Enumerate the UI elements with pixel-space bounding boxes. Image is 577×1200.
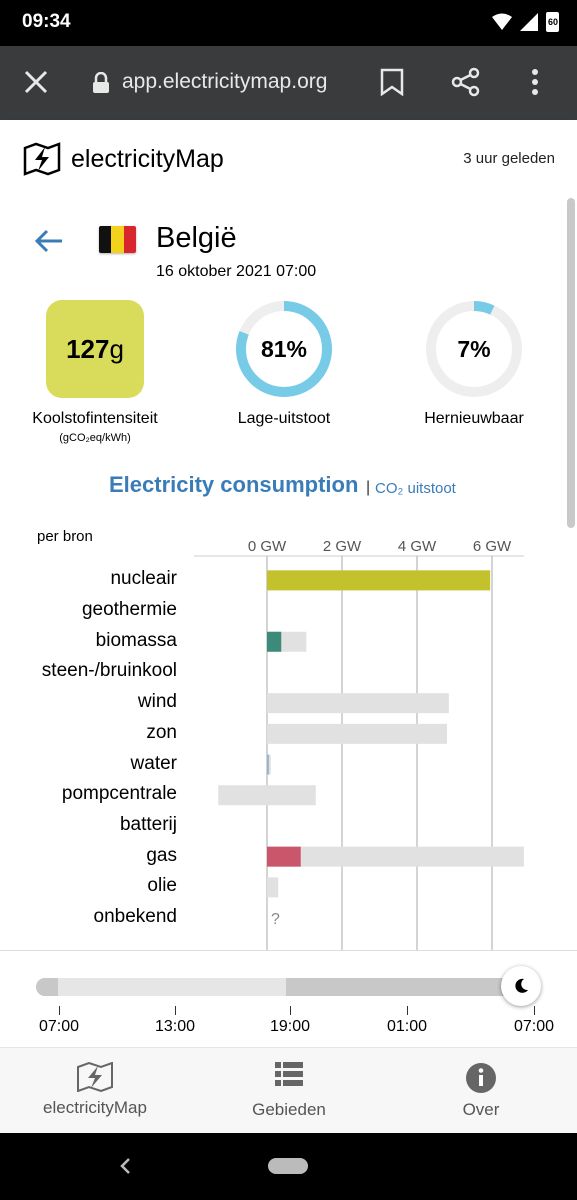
url-bar[interactable]: app.electricitymap.org	[122, 70, 328, 93]
nav-about[interactable]: Over	[386, 1048, 576, 1134]
source-label-11: onbekend	[93, 906, 177, 928]
production-bar[interactable]	[267, 846, 301, 867]
capacity-bar[interactable]	[218, 785, 316, 806]
source-label-0: nucleair	[110, 568, 177, 590]
status-time: 09:34	[22, 11, 71, 32]
more-options-icon[interactable]	[530, 68, 540, 96]
moon-icon	[515, 978, 528, 993]
battery-icon: 60	[546, 12, 559, 32]
close-tab-icon[interactable]	[22, 68, 50, 96]
nav-map-label: electricityMap	[43, 1098, 147, 1117]
status-icons: 60	[492, 12, 559, 32]
low-carbon-label: Lage-uitstoot	[237, 410, 331, 427]
timeline-segment	[286, 978, 526, 996]
renewable-label: Hernieuwbaar	[424, 410, 524, 427]
system-back-icon[interactable]	[118, 1157, 132, 1175]
renewable-value: 7%	[457, 336, 491, 362]
source-label-7: pompcentrale	[61, 783, 177, 805]
production-chart: 0 GW 2 GW 4 GW 6 GW?	[194, 538, 524, 950]
x-tick-label: 4 GW	[398, 538, 437, 555]
timeline-label: 01:00	[386, 1018, 428, 1035]
carbon-intensity-box[interactable]: 127 g	[46, 300, 144, 398]
panel-scrollbar[interactable]	[567, 198, 575, 528]
timeline-tick	[290, 1006, 291, 1015]
renewable-ring[interactable]	[424, 299, 524, 399]
last-updated: 3 uur geleden	[463, 150, 555, 167]
x-tick-label: 0 GW	[248, 538, 287, 555]
chart-title: per bron	[37, 528, 93, 545]
production-bar[interactable]	[267, 754, 269, 775]
low-carbon-ring-fill	[236, 301, 332, 397]
nav-map[interactable]: electricityMap	[0, 1048, 190, 1134]
source-label-8: batterij	[119, 813, 177, 835]
carbon-intensity-value: 127	[66, 333, 110, 364]
zone-name: België	[156, 222, 237, 254]
source-label-4: wind	[137, 691, 177, 713]
carbon-intensity-label: Koolstofintensiteit	[32, 410, 158, 427]
electricitymap-logo-icon[interactable]	[22, 142, 62, 176]
nav-areas-label: Gebieden	[252, 1100, 326, 1119]
renewable-ring-fill	[426, 301, 522, 397]
x-tick-label: 2 GW	[323, 538, 362, 555]
timeline-handle[interactable]	[501, 966, 541, 1006]
source-label-10: olie	[147, 875, 177, 897]
brand-name[interactable]: electricityMap	[71, 145, 224, 173]
timeline-slider: 07:00 13:00 19:00 01:00 07:00	[0, 950, 577, 1047]
share-icon[interactable]	[451, 67, 481, 97]
wifi-icon	[492, 13, 512, 30]
timeline-track[interactable]	[36, 978, 526, 996]
zone-datetime: 16 oktober 2021 07:00	[156, 263, 317, 280]
status-bar: 09:34 60	[0, 0, 577, 46]
system-navigation-bar	[0, 1133, 577, 1200]
production-bar[interactable]	[267, 631, 282, 652]
lock-icon	[93, 72, 109, 93]
x-tick-label: 6 GW	[473, 538, 512, 555]
carbon-intensity-unit-label: (gCO₂eq/kWh)	[59, 432, 131, 444]
list-icon	[275, 1062, 303, 1086]
source-label-2: biomassa	[95, 629, 177, 651]
tab-separator: |	[366, 479, 371, 496]
back-arrow-icon[interactable]	[34, 228, 64, 254]
nav-areas[interactable]: Gebieden	[194, 1048, 384, 1134]
source-label-3: steen-/bruinkool	[41, 660, 177, 682]
timeline-tick	[59, 1006, 60, 1015]
timeline-tick	[175, 1006, 176, 1015]
app-header: electricityMap 3 uur geleden	[0, 120, 577, 198]
battery-level: 60	[548, 17, 559, 27]
carbon-intensity-unit: g	[109, 333, 124, 364]
source-label-9: gas	[146, 844, 177, 866]
capacity-bar[interactable]	[267, 846, 524, 867]
timeline-tick	[407, 1006, 408, 1015]
bookmark-icon[interactable]	[380, 68, 404, 96]
timeline-label: 07:00	[513, 1018, 555, 1035]
low-carbon-value: 81%	[260, 336, 308, 362]
browser-toolbar: app.electricitymap.org	[0, 46, 577, 120]
timeline-label: 07:00	[38, 1018, 80, 1035]
capacity-bar[interactable]	[267, 877, 279, 898]
belgium-flag-icon	[99, 226, 136, 253]
source-label-1: geothermie	[81, 599, 177, 621]
unknown-marker: ?	[271, 911, 280, 928]
tab-co2-emissions[interactable]: CO₂ uitstoot	[375, 480, 456, 497]
source-label-5: zon	[146, 721, 177, 743]
signal-icon	[520, 13, 538, 31]
capacity-bar[interactable]	[267, 693, 449, 714]
home-pill[interactable]	[268, 1158, 308, 1174]
timeline-segment	[36, 978, 58, 996]
timeline-tick	[534, 1006, 535, 1015]
map-icon	[77, 1062, 113, 1092]
timeline-label: 19:00	[269, 1018, 311, 1035]
capacity-bar[interactable]	[267, 723, 447, 744]
tab-electricity-consumption[interactable]: Electricity consumption	[109, 472, 359, 497]
zone-details-panel: België 16 oktober 2021 07:00 127 g Koolst…	[0, 198, 577, 950]
low-carbon-ring[interactable]	[234, 299, 334, 399]
info-icon	[466, 1063, 496, 1093]
nav-about-label: Over	[462, 1100, 500, 1119]
production-bar[interactable]	[267, 570, 491, 591]
timeline-label: 13:00	[154, 1018, 196, 1035]
bottom-navigation: electricityMap Gebieden Over	[0, 1047, 577, 1133]
source-label-6: water	[130, 752, 177, 774]
